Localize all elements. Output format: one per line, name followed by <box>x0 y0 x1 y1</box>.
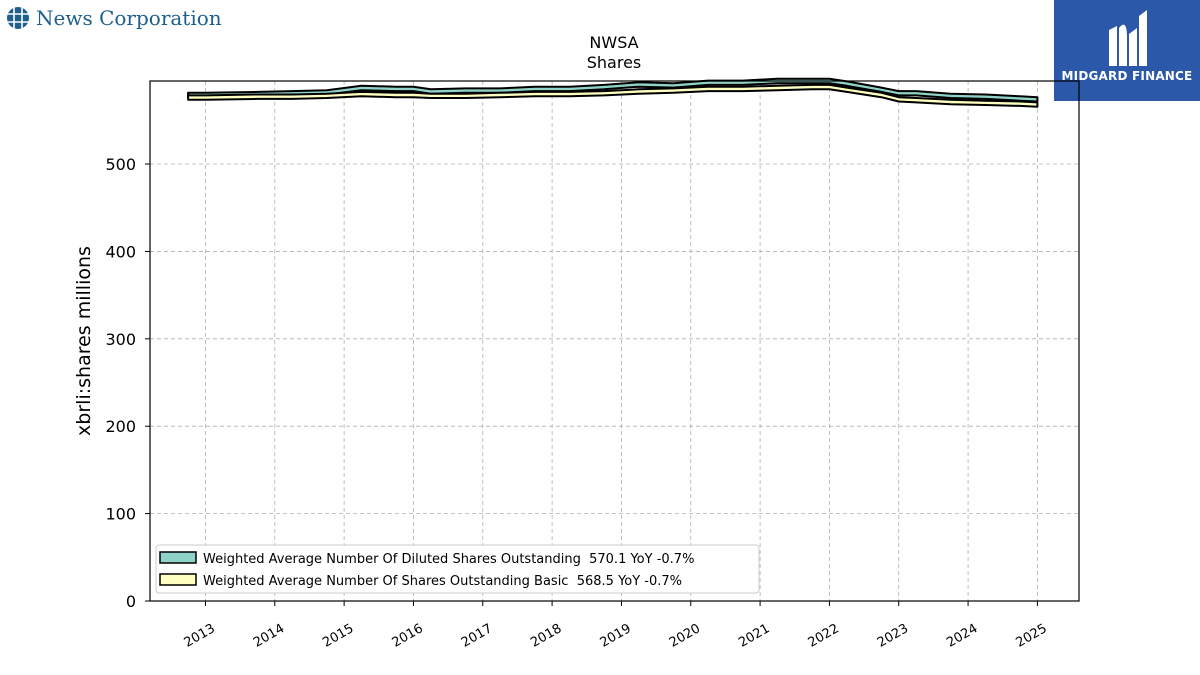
legend-label-basic: Weighted Average Number Of Shares Outsta… <box>203 574 682 589</box>
legend-swatch-diluted <box>159 551 197 564</box>
sponsor-logo: MIDGARD FINANCE <box>1054 0 1200 101</box>
x-tick-label: 2015 <box>320 621 356 651</box>
legend-box <box>155 544 760 594</box>
y-tick-label: 100 <box>105 505 136 524</box>
x-tick-label: 2020 <box>667 621 703 651</box>
x-tick-label: 2019 <box>598 621 634 651</box>
x-tick-label: 2024 <box>944 621 980 651</box>
chart-subtitle: Shares <box>587 53 642 72</box>
plot-frame <box>149 80 1080 602</box>
brand-name: News Corporation <box>36 6 222 30</box>
y-tick-label: 200 <box>105 417 136 436</box>
legend: Weighted Average Number Of Diluted Share… <box>155 544 760 594</box>
series-layer <box>187 77 1039 108</box>
x-tick-label: 2017 <box>459 621 495 651</box>
y-tick-label: 500 <box>105 155 136 174</box>
x-tick-label: 2022 <box>806 621 842 651</box>
grid <box>150 81 1079 601</box>
chart-title: NWSA <box>589 33 638 52</box>
x-tick-label: 2025 <box>1014 621 1050 651</box>
legend-swatch-basic <box>159 573 197 586</box>
y-tick-label: 400 <box>105 242 136 261</box>
series-band-basic <box>187 83 1039 108</box>
x-tick-label: 2018 <box>528 621 564 651</box>
x-tick-label: 2016 <box>390 621 426 651</box>
x-tick-label: 2021 <box>736 621 772 651</box>
x-tick-label: 2023 <box>875 621 911 651</box>
midgard-logo-icon <box>1109 10 1147 67</box>
globe-grid-icon <box>7 7 29 29</box>
x-tick-label: 2014 <box>251 621 287 651</box>
x-axis: 2013 2014 2015 2016 2017 2018 2019 2020 2021 2022… <box>182 601 1050 651</box>
sponsor-name: MIDGARD FINANCE <box>1061 69 1193 83</box>
x-tick-label: 2013 <box>182 621 218 651</box>
y-tick-label: 0 <box>126 592 136 611</box>
y-axis: 0 100 200 300 400 500 <box>105 155 150 611</box>
legend-label-diluted: Weighted Average Number Of Diluted Share… <box>203 552 694 567</box>
y-tick-label: 300 <box>105 330 136 349</box>
brand-logo: News Corporation <box>6 6 222 30</box>
y-axis-label: xbrli:shares millions <box>73 246 95 436</box>
